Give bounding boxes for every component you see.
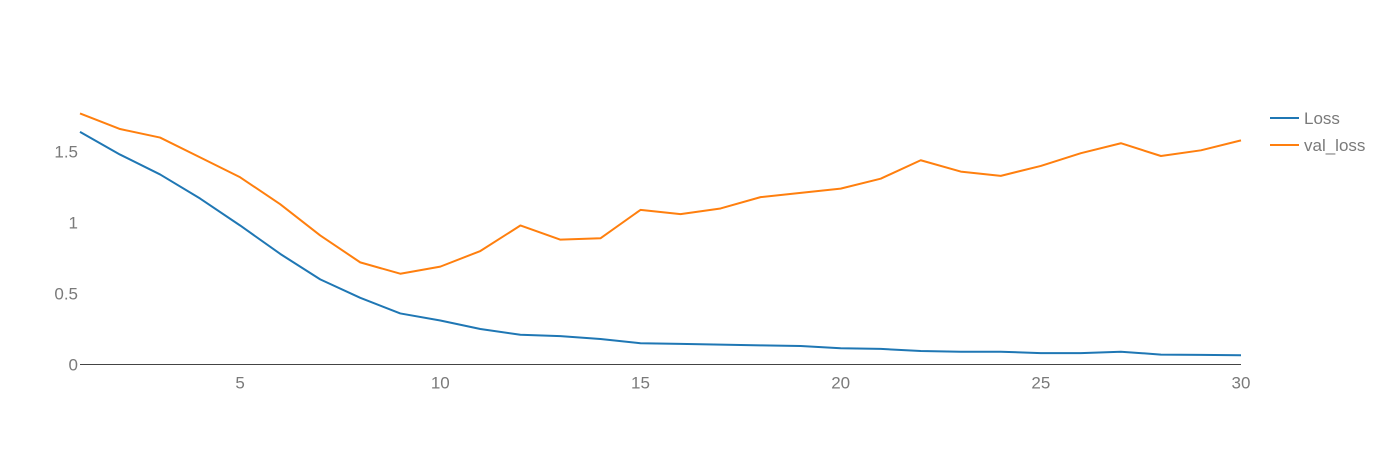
- legend[interactable]: Loss val_loss: [1270, 109, 1365, 155]
- legend-label: Loss: [1304, 109, 1340, 128]
- legend-label: val_loss: [1304, 136, 1365, 155]
- series-line-loss: [79, 131, 1242, 357]
- x-tick-label: 20: [831, 374, 850, 393]
- y-tick-label: 1.5: [54, 143, 78, 162]
- legend-item-val-loss[interactable]: val_loss: [1270, 136, 1365, 155]
- x-tick-label: 15: [631, 374, 650, 393]
- x-tick-label: 5: [235, 374, 244, 393]
- y-tick-label: 0: [69, 356, 78, 375]
- x-tick-label: 25: [1031, 374, 1050, 393]
- x-tick-label: 10: [431, 374, 450, 393]
- y-tick-label: 1: [69, 214, 78, 233]
- x-tick-label: 30: [1232, 374, 1251, 393]
- series-lines: [79, 112, 1242, 357]
- y-tick-label: 0.5: [54, 285, 78, 304]
- legend-item-loss[interactable]: Loss: [1270, 109, 1340, 128]
- series-line-val-loss: [79, 112, 1242, 275]
- x-axis-ticks: 5 10 15 20 25 30: [235, 374, 1250, 393]
- y-axis-ticks: 0 0.5 1 1.5: [54, 143, 78, 375]
